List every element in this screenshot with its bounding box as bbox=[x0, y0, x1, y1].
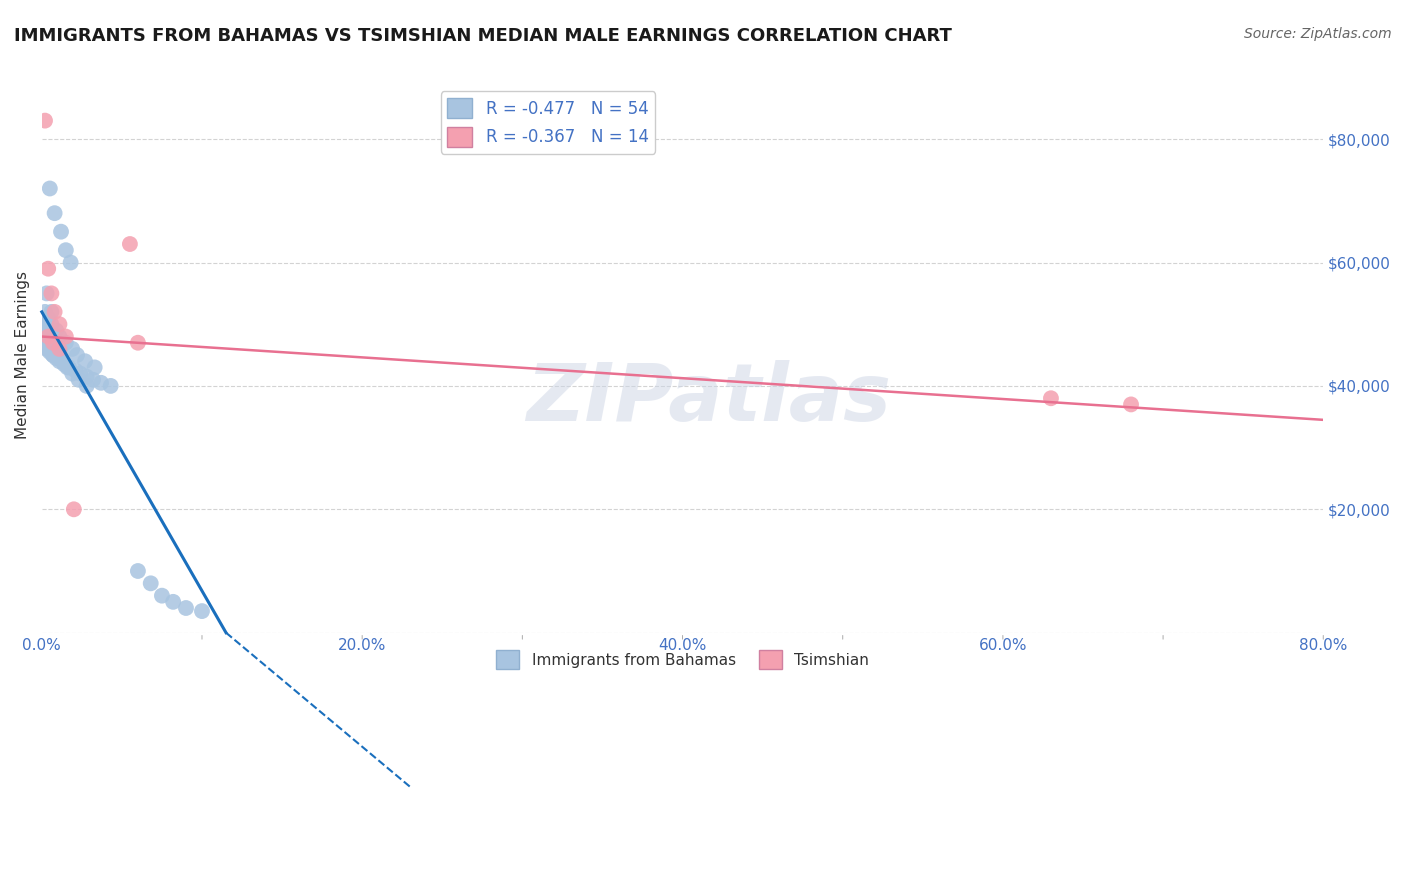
Point bbox=[37, 329, 59, 343]
Point bbox=[48, 329, 70, 343]
Point bbox=[58, 360, 80, 375]
Point bbox=[45, 323, 67, 337]
Point bbox=[52, 354, 75, 368]
Point bbox=[66, 348, 89, 362]
Point bbox=[37, 261, 59, 276]
Point bbox=[35, 335, 58, 350]
Point bbox=[1119, 397, 1142, 411]
Point bbox=[37, 311, 59, 326]
Point bbox=[34, 113, 56, 128]
Point bbox=[118, 237, 141, 252]
Point bbox=[35, 286, 58, 301]
Point bbox=[55, 329, 77, 343]
Point bbox=[42, 335, 65, 350]
Point bbox=[82, 373, 104, 387]
Point bbox=[174, 601, 197, 615]
Point bbox=[44, 206, 66, 220]
Point bbox=[41, 335, 63, 350]
Point bbox=[53, 357, 76, 371]
Text: ZIPatlas: ZIPatlas bbox=[526, 360, 890, 439]
Point bbox=[49, 225, 72, 239]
Point bbox=[44, 342, 66, 356]
Point bbox=[162, 595, 184, 609]
Point bbox=[100, 379, 122, 393]
Point bbox=[41, 305, 63, 319]
Point bbox=[38, 181, 60, 195]
Point bbox=[139, 576, 162, 591]
Point bbox=[32, 317, 55, 331]
Point bbox=[65, 363, 87, 377]
Point bbox=[60, 342, 83, 356]
Text: Source: ZipAtlas.com: Source: ZipAtlas.com bbox=[1244, 27, 1392, 41]
Point bbox=[34, 323, 56, 337]
Point bbox=[32, 329, 55, 343]
Point bbox=[38, 342, 60, 356]
Point bbox=[76, 369, 98, 384]
Point bbox=[76, 379, 98, 393]
Point bbox=[60, 367, 83, 381]
Point bbox=[55, 335, 77, 350]
Text: IMMIGRANTS FROM BAHAMAS VS TSIMSHIAN MEDIAN MALE EARNINGS CORRELATION CHART: IMMIGRANTS FROM BAHAMAS VS TSIMSHIAN MED… bbox=[14, 27, 952, 45]
Point bbox=[90, 376, 112, 390]
Point bbox=[1039, 391, 1062, 405]
Point bbox=[73, 354, 96, 368]
Point bbox=[83, 360, 105, 375]
Point bbox=[32, 335, 55, 350]
Point bbox=[150, 589, 173, 603]
Point bbox=[55, 243, 77, 257]
Point bbox=[191, 604, 214, 618]
Point bbox=[63, 502, 86, 516]
Point bbox=[41, 317, 63, 331]
Point bbox=[59, 255, 82, 269]
Point bbox=[48, 317, 70, 331]
Point bbox=[37, 329, 59, 343]
Point bbox=[127, 335, 149, 350]
Point bbox=[67, 373, 90, 387]
Y-axis label: Median Male Earnings: Median Male Earnings bbox=[15, 271, 30, 439]
Point bbox=[44, 305, 66, 319]
Point bbox=[127, 564, 149, 578]
Point bbox=[34, 305, 56, 319]
Point bbox=[48, 342, 70, 356]
Point bbox=[56, 360, 79, 375]
Point bbox=[35, 342, 58, 356]
Point bbox=[45, 351, 67, 366]
Point bbox=[69, 367, 91, 381]
Point bbox=[46, 348, 69, 362]
Point bbox=[42, 348, 65, 362]
Point bbox=[37, 329, 59, 343]
Point bbox=[48, 354, 70, 368]
Point bbox=[42, 348, 65, 362]
Point bbox=[41, 286, 63, 301]
Point bbox=[38, 345, 60, 359]
Point bbox=[34, 317, 56, 331]
Legend: Immigrants from Bahamas, Tsimshian: Immigrants from Bahamas, Tsimshian bbox=[491, 644, 875, 675]
